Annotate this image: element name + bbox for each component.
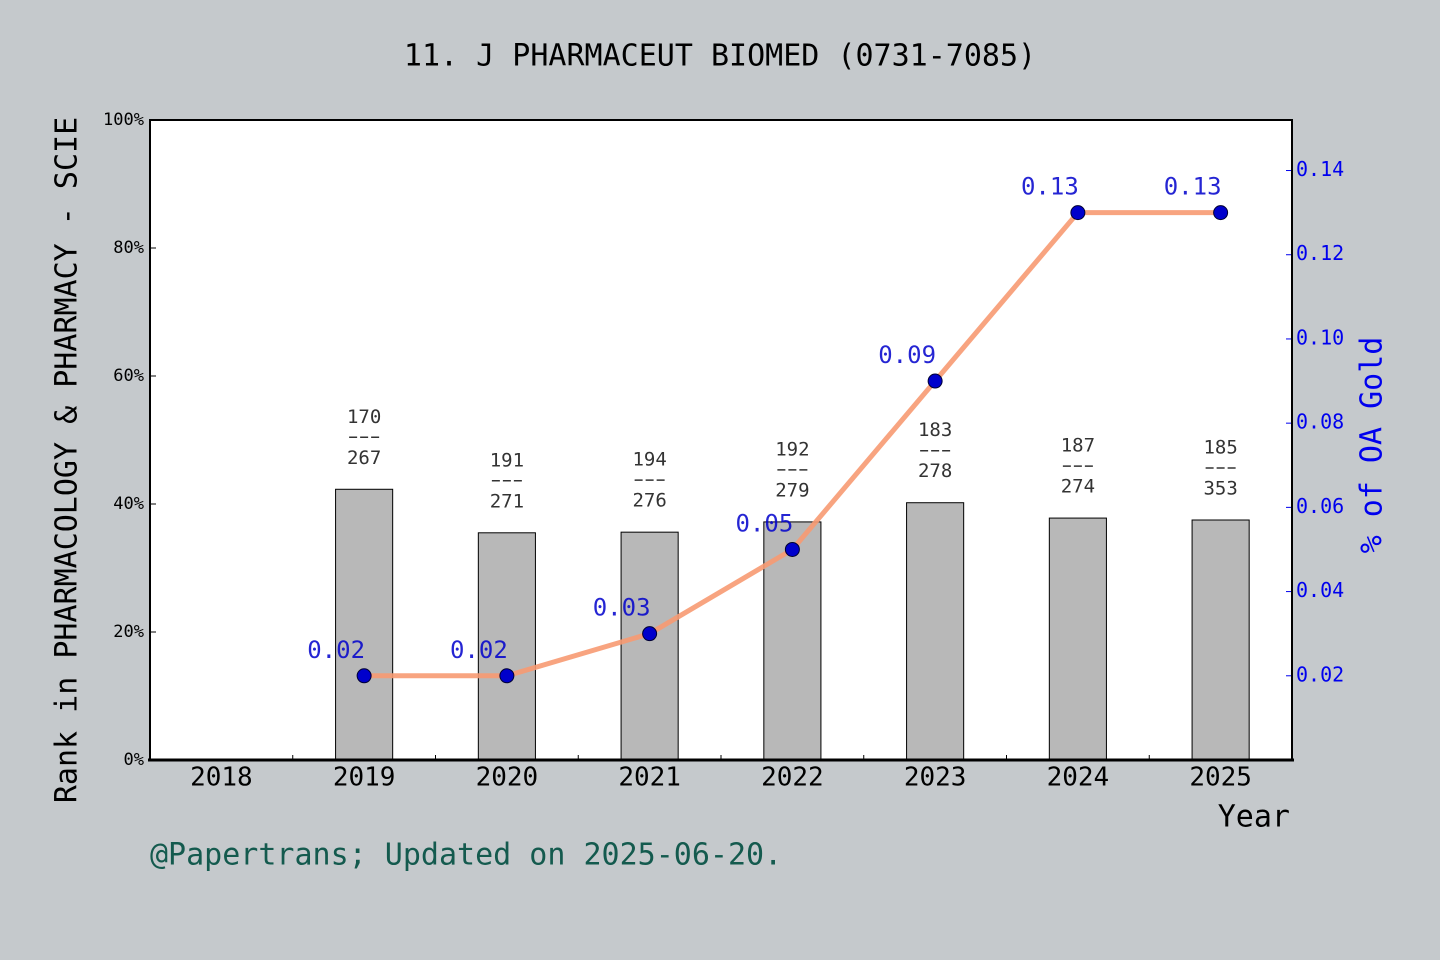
value-label: 0.02 [307, 636, 365, 664]
rank-label: 170 [347, 406, 381, 428]
x-tick-label: 2019 [333, 763, 396, 793]
line-marker [499, 668, 515, 684]
rank-label: 185 [1203, 437, 1237, 459]
y2-tick-label: 0.02 [1296, 662, 1344, 686]
y2-tick-label: 0.06 [1296, 494, 1344, 518]
total-label: 274 [1061, 476, 1095, 498]
x-axis-label: Year [1218, 800, 1290, 835]
rank-label: 191 [490, 449, 524, 471]
total-label: 267 [347, 447, 381, 469]
rank-label: 194 [632, 449, 666, 471]
y-tick-label: 80% [113, 238, 144, 258]
rank-label: 187 [1061, 435, 1095, 457]
line-marker [784, 541, 800, 557]
bar [906, 502, 965, 761]
y2-tick-label: 0.14 [1296, 157, 1344, 181]
y-tick-label: 20% [113, 622, 144, 642]
total-label: 276 [632, 490, 666, 512]
rank-label: 192 [775, 438, 809, 460]
line-marker [356, 668, 372, 684]
y2-tick-label: 0.10 [1296, 325, 1344, 349]
plot-area [150, 120, 1292, 760]
line-marker [1213, 205, 1229, 221]
rank-label: 183 [918, 419, 952, 441]
bar [477, 532, 536, 761]
y-tick-label: 60% [113, 366, 144, 386]
total-label: 279 [775, 479, 809, 501]
x-tick-label: 2020 [476, 763, 539, 793]
total-label: 271 [490, 490, 524, 512]
x-tick-label: 2021 [618, 763, 681, 793]
x-tick-label: 2018 [190, 763, 253, 793]
bar [1048, 517, 1107, 761]
y-tick-label: 40% [113, 494, 144, 514]
value-label: 0.05 [735, 509, 793, 537]
x-tick-label: 2025 [1189, 763, 1252, 793]
value-label: 0.09 [878, 341, 936, 369]
plot-layer: 0% 20% 40% 60% 80% 100% 0.02 0.04 0.06 0.08 0.10 0.… [103, 110, 1344, 793]
chart-title: 11. J PHARMACEUT BIOMED (0731-7085) [404, 39, 1036, 74]
y-axis-label: Rank in PHARMACOLOGY & PHARMACY - SCIE [50, 117, 85, 803]
x-tick-label: 2023 [904, 763, 967, 793]
bar [335, 488, 394, 761]
y2-axis-label: % of OA Gold [1355, 337, 1390, 554]
bar [1191, 519, 1250, 761]
y2-tick-label: 0.08 [1296, 410, 1344, 434]
line-marker [642, 626, 658, 642]
line-marker [927, 373, 943, 389]
y-tick-label: 100% [103, 110, 144, 130]
bar [763, 521, 822, 761]
line-marker [1070, 205, 1086, 221]
y-tick-label: 0% [124, 750, 144, 770]
footer-note: @Papertrans; Updated on 2025-06-20. [150, 838, 782, 873]
value-label: 0.13 [1164, 173, 1222, 201]
y2-tick-label: 0.04 [1296, 578, 1344, 602]
total-label: 353 [1203, 478, 1237, 500]
total-label: 278 [918, 460, 952, 482]
x-tick-label: 2022 [761, 763, 824, 793]
x-tick-label: 2024 [1047, 763, 1110, 793]
value-label: 0.02 [450, 636, 508, 664]
y2-tick-label: 0.12 [1296, 241, 1344, 265]
bar [620, 531, 679, 761]
value-label: 0.13 [1021, 173, 1079, 201]
value-label: 0.03 [593, 594, 651, 622]
